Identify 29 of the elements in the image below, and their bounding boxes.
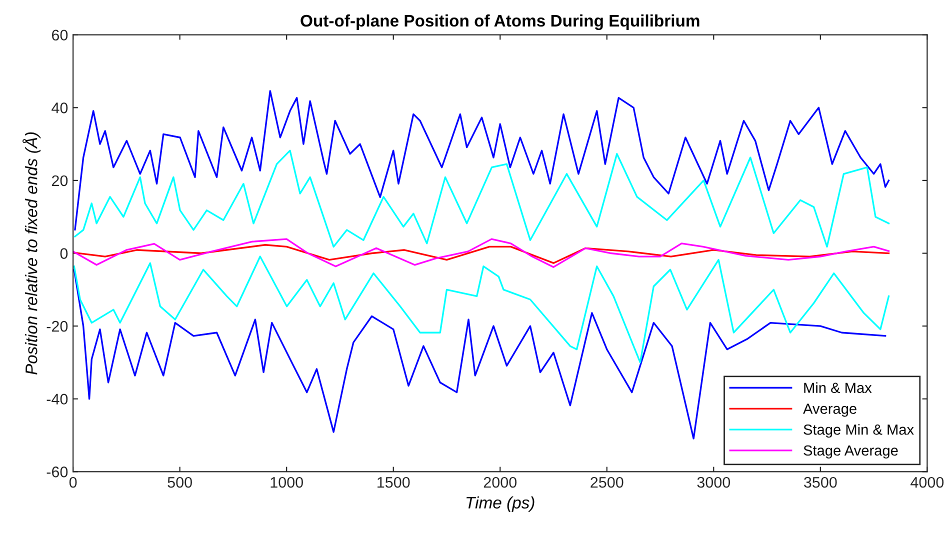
y-tick-label: 60	[52, 30, 68, 41]
line-series	[74, 150, 890, 248]
x-tick-label: 1000	[270, 476, 303, 488]
legend-label: Stage Min & Max	[804, 424, 914, 438]
x-tick-label: 1500	[378, 476, 410, 488]
line-series	[74, 90, 890, 230]
legend-label: Average	[803, 404, 856, 417]
line-series	[73, 268, 886, 440]
x-tick-label: 4000	[910, 476, 944, 488]
line-series	[73, 256, 890, 364]
y-tick-label: -20	[46, 320, 68, 332]
x-tick-label: 2000	[484, 476, 517, 488]
legend-label: Stage Average	[804, 445, 898, 459]
line-series	[73, 238, 890, 268]
y-tick-label: 0	[60, 248, 68, 259]
y-axis-title: Position relative to fixed ends (Å)	[22, 132, 41, 375]
legend-label: Min & Max	[804, 382, 872, 394]
x-axis-title: Time (ps)	[466, 496, 534, 512]
x-tick-label: 3000	[697, 476, 730, 488]
y-tick-label: 20	[52, 175, 68, 186]
line-series	[73, 244, 890, 264]
x-tick-label: 2500	[590, 476, 624, 488]
y-tick-label: -60	[46, 466, 68, 478]
x-tick-label: 500	[168, 476, 192, 488]
x-tick-label: 0	[69, 476, 77, 488]
chart-title: Out-of-plane Position of Atoms During Equilibrium	[300, 14, 700, 30]
y-tick-label: 40	[52, 102, 68, 114]
x-tick-label: 3500	[804, 476, 837, 488]
y-tick-label: -40	[46, 394, 68, 405]
